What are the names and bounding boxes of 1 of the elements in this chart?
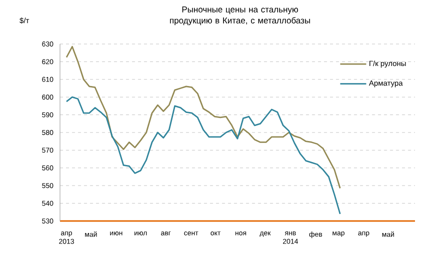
chart-title: Рыночные цены на стальную продукцию в Китае, с металлобазы	[170, 6, 310, 26]
